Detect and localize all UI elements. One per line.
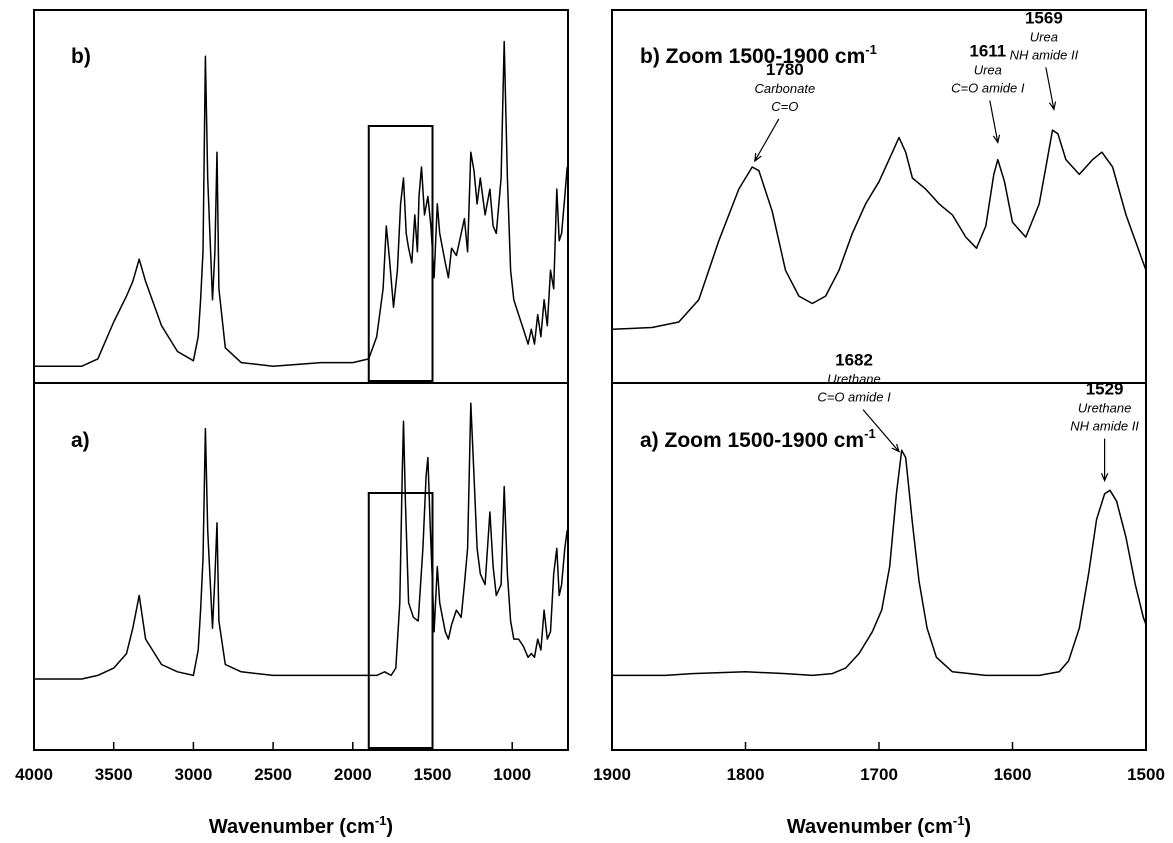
peak-assignment: Urea [974, 63, 1002, 78]
peak-group: NH amide II [1070, 419, 1139, 434]
peak-assignment: Urea [1030, 29, 1058, 44]
x-tick-label: 2500 [254, 765, 292, 784]
peak-assignment: Urethane [827, 372, 880, 387]
x-tick-label: 4000 [15, 765, 53, 784]
peak-number: 1529 [1086, 380, 1124, 399]
x-tick-label: 1000 [493, 765, 531, 784]
peak-group: C=O amide I [951, 81, 1025, 96]
annotation-arrow [754, 118, 780, 163]
right-top-panel-title: b) Zoom 1500-1900 cm-1 [640, 42, 877, 68]
right-top-spectrum-line [611, 129, 1147, 331]
peak-number: 1569 [1025, 8, 1063, 27]
x-tick-label: 3500 [95, 765, 133, 784]
peak-assignment: Urethane [1078, 401, 1131, 416]
right-x-axis: 1900 1800 1700 1600 1500 [593, 742, 1165, 784]
peak-annotation: 1569 Urea NH amide II [1010, 8, 1079, 111]
peak-annotation: 1682 Urethane C=O amide I [817, 351, 901, 453]
right-bottom-panel-title: a) Zoom 1500-1900 cm-1 [640, 426, 876, 452]
x-tick-label: 1700 [860, 765, 898, 784]
annotation-arrow [989, 100, 1001, 145]
peak-group: NH amide II [1010, 47, 1079, 62]
left-x-axis: 4000 3500 3000 2500 2000 1500 1000 [15, 742, 531, 784]
peak-group: C=O amide I [817, 390, 891, 405]
peak-number: 1682 [835, 351, 873, 370]
annotation-arrow [862, 409, 901, 453]
peak-annotation: 1529 Urethane NH amide II [1070, 380, 1139, 483]
left-bottom-spectrum-line [34, 402, 568, 680]
x-tick-label: 1500 [414, 765, 452, 784]
x-tick-label: 1800 [727, 765, 765, 784]
peak-annotation: 1780 Carbonate C=O [754, 60, 815, 163]
x-tick-label: 1500 [1127, 765, 1165, 784]
annotation-arrow [1045, 67, 1057, 111]
x-tick-label: 3000 [174, 765, 212, 784]
peak-group: C=O [771, 99, 798, 114]
peak-number: 1611 [969, 42, 1006, 61]
left-top-spectrum-line [34, 40, 568, 367]
left-x-axis-title: Wavenumber (cm-1) [209, 813, 393, 838]
annotation-arrow [1100, 438, 1109, 483]
left-bottom-zoom-box [367, 492, 434, 749]
peak-annotations: 1780 Carbonate C=O 1611 Urea C=O amide I 1569 U… [754, 8, 1139, 483]
peak-assignment: Carbonate [754, 81, 815, 96]
left-top-zoom-box [367, 125, 434, 382]
left-top-panel-label: b) [71, 45, 91, 68]
x-tick-label: 1600 [994, 765, 1032, 784]
left-bottom-panel-label: a) [71, 429, 90, 452]
right-x-axis-title: Wavenumber (cm-1) [787, 813, 971, 838]
x-tick-label: 2000 [334, 765, 372, 784]
left-panel: b) a) 4000 3500 3000 2500 2000 1500 1000 Waven… [15, 9, 569, 838]
left-frame [33, 9, 569, 751]
peak-annotation: 1611 Urea C=O amide I [951, 42, 1025, 145]
x-tick-label: 1900 [593, 765, 631, 784]
right-panel: b) Zoom 1500-1900 cm-1 a) Zoom 1500-1900… [593, 8, 1165, 838]
right-bottom-spectrum-line [612, 449, 1147, 677]
peak-number: 1780 [766, 60, 804, 79]
